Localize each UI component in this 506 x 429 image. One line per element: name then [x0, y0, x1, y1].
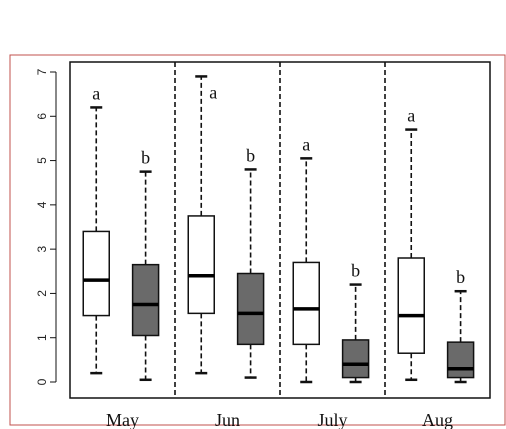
significance-label: b — [456, 267, 465, 287]
y-tick-label: 7 — [35, 68, 49, 75]
significance-label: a — [407, 106, 415, 126]
significance-label: b — [246, 145, 255, 165]
box-may-open: a — [82, 83, 110, 375]
figure-frame — [9, 54, 506, 426]
box-aug-open: a — [397, 106, 425, 382]
box-aug-shaded: b — [446, 267, 475, 384]
box-may-shaded: b — [131, 148, 160, 382]
x-tick-label: Jun — [215, 410, 240, 429]
significance-label: a — [92, 83, 100, 103]
y-tick-label: 0 — [35, 378, 49, 385]
box-july-shaded: b — [341, 261, 370, 384]
box-iqr — [397, 257, 425, 354]
box-iqr — [82, 230, 110, 317]
x-tick-label: Aug — [422, 410, 453, 429]
box-iqr — [131, 263, 160, 337]
box-jun-open: a — [187, 75, 217, 375]
y-tick-label: 3 — [35, 245, 49, 252]
box-iqr — [187, 215, 215, 315]
x-tick-label: July — [317, 410, 347, 429]
box-july-open: a — [292, 134, 320, 384]
box-jun-shaded: b — [236, 145, 265, 379]
y-tick-label: 4 — [35, 201, 49, 208]
y-tick-label: 6 — [35, 113, 49, 120]
box-iqr — [292, 261, 320, 346]
x-tick-label: May — [106, 410, 139, 429]
significance-label: b — [141, 148, 150, 168]
y-tick-label: 5 — [35, 157, 49, 164]
plot-area: a b May a b Jun a b July a b Aug — [69, 61, 491, 429]
significance-label: b — [351, 261, 360, 281]
significance-label: a — [302, 134, 310, 154]
significance-label: a — [209, 82, 217, 102]
box-iqr — [236, 272, 265, 346]
box-iqr — [341, 339, 370, 379]
y-tick-label: 2 — [35, 290, 49, 297]
y-tick-label: 1 — [35, 334, 49, 341]
y-axis: 0 1 2 3 4 5 6 7 — [35, 68, 57, 385]
box-iqr — [446, 341, 475, 379]
